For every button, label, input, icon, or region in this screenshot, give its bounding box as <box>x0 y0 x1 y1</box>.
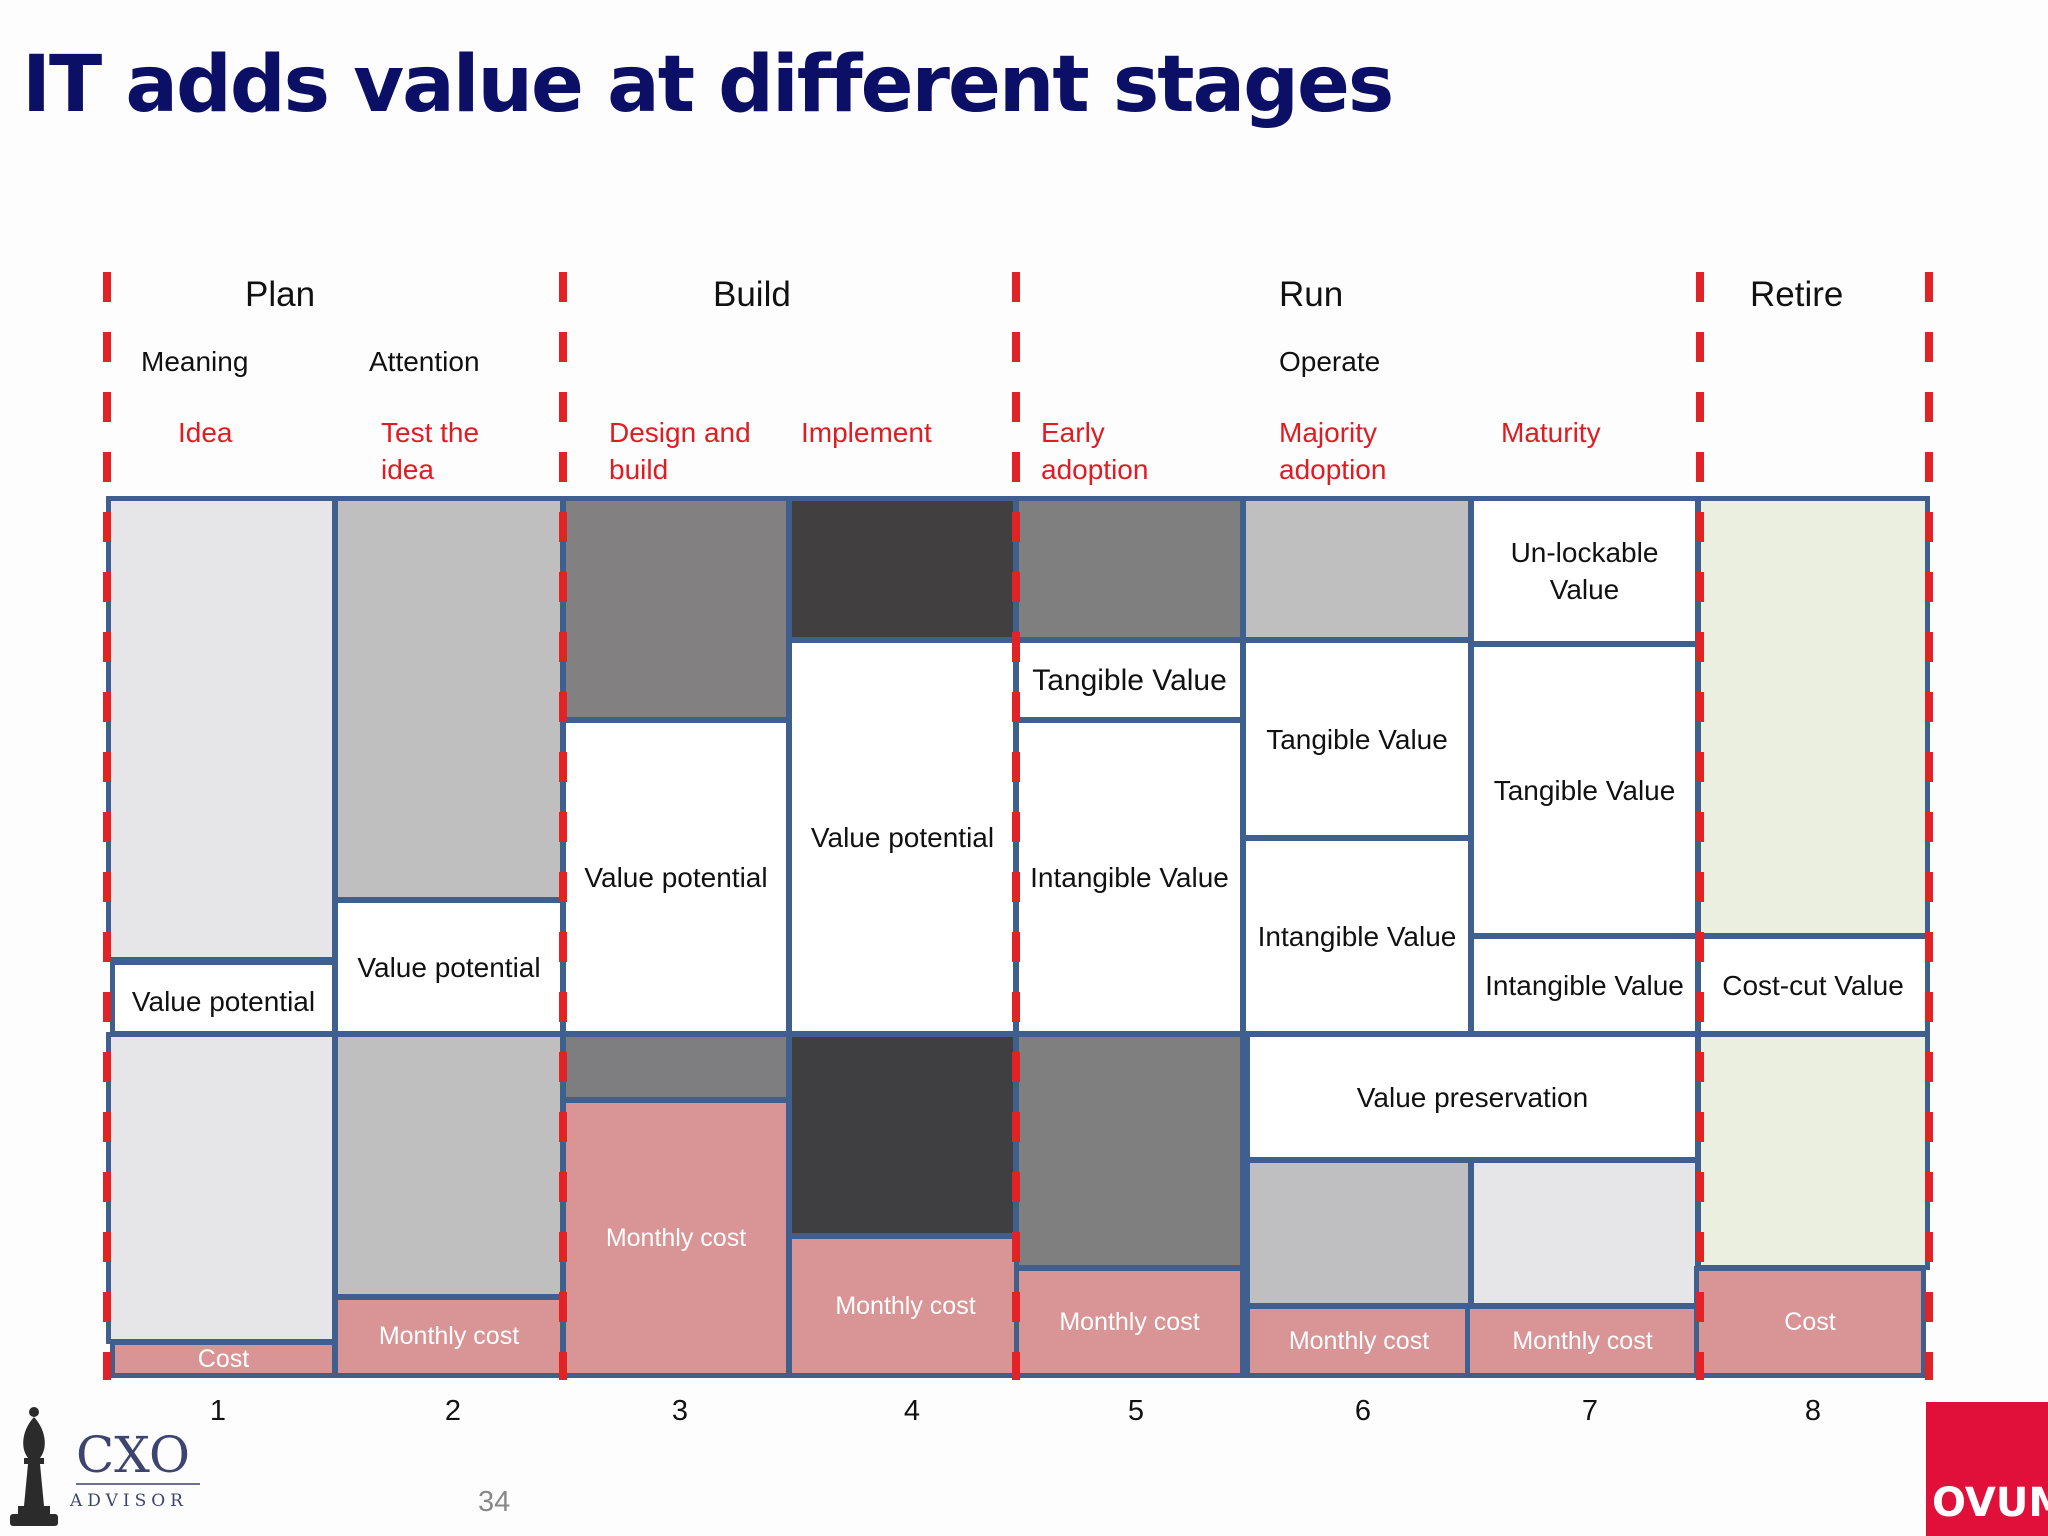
col7-intangible-value: Intangible Value <box>1469 934 1700 1036</box>
column-number-7: 7 <box>1581 1395 1599 1427</box>
column-number-1: 1 <box>209 1395 227 1427</box>
column-number-4: 4 <box>903 1395 921 1427</box>
col5-intangible-value: Intangible Value <box>1014 718 1245 1036</box>
divider-plan-start <box>103 272 111 1380</box>
col6-monthly-cost: Monthly cost <box>1245 1304 1473 1378</box>
col5-tangible-value: Tangible Value <box>1014 638 1245 722</box>
col5-monthly-cost: Monthly cost <box>1014 1266 1245 1378</box>
col2-cost-fill <box>333 1032 565 1299</box>
col2-value-fill <box>333 496 565 902</box>
col7-unlockable-value: Un-lockable Value <box>1469 496 1700 646</box>
col6-tangible-value: Tangible Value <box>1241 638 1473 840</box>
stage-maturity: Maturity <box>1501 417 1601 448</box>
col5-value-fill <box>1014 496 1245 642</box>
col1-value-fill <box>106 496 337 962</box>
slide-title: IT adds value at different stages <box>22 40 1394 130</box>
phase-run: Run <box>1279 275 1344 314</box>
col4-cost-fill <box>787 1032 1018 1238</box>
col2-monthly-cost: Monthly cost <box>333 1295 565 1378</box>
col6-intangible-value: Intangible Value <box>1241 836 1473 1036</box>
col3-value-fill <box>561 496 791 722</box>
phase-build: Build <box>713 275 791 314</box>
stage-design-and-build: Design and build <box>609 417 751 485</box>
phase-retire: Retire <box>1750 275 1844 314</box>
cxo-advisor-logo: CXO ADVISOR <box>10 1407 200 1526</box>
col3-monthly-cost: Monthly cost <box>561 1098 791 1378</box>
col8-cost: Cost <box>1694 1266 1926 1378</box>
col4-value-fill <box>787 496 1018 642</box>
col6-value-fill <box>1241 496 1473 642</box>
stage-test-the-idea: Test the idea <box>381 417 480 485</box>
col4-value-potential: Value potential <box>787 638 1018 1036</box>
stage-majority-adoption: Majority adoption <box>1279 417 1387 485</box>
col1-cost-fill <box>106 1032 337 1344</box>
ovum-logo: OVUM <box>1926 1402 2048 1536</box>
col5-cost-fill <box>1014 1032 1245 1270</box>
column-number-2: 2 <box>444 1395 462 1427</box>
column-number-3: 3 <box>671 1395 689 1427</box>
column-number-6: 6 <box>1354 1395 1372 1427</box>
divider-build-run <box>1012 272 1020 1380</box>
column-number-5: 5 <box>1127 1395 1145 1427</box>
col7-monthly-cost: Monthly cost <box>1465 1304 1700 1378</box>
col4-monthly-cost: Monthly cost <box>787 1234 1024 1378</box>
col7-cost-fill <box>1469 1158 1700 1308</box>
stage-early-adoption: Early adoption <box>1041 417 1149 485</box>
subphase-meaning: Meaning <box>141 346 249 377</box>
column-number-8: 8 <box>1804 1395 1822 1427</box>
page-number: 34 <box>478 1486 511 1518</box>
col3-cost-fill <box>561 1032 791 1102</box>
stage-implement: Implement <box>801 417 932 448</box>
col8-value-fill <box>1696 496 1930 938</box>
subphase-operate: Operate <box>1279 346 1381 377</box>
col7-tangible-value: Tangible Value <box>1469 642 1700 938</box>
subphase-attention: Attention <box>369 346 480 377</box>
col8-cost-fill <box>1696 1032 1930 1270</box>
divider-run-retire <box>1696 272 1704 1380</box>
col1-value-potential: Value potential <box>110 960 337 1036</box>
col8-costcut-value: Cost-cut Value <box>1696 934 1930 1036</box>
col6-7-value-preservation: Value preservation <box>1245 1032 1700 1162</box>
divider-retire-end <box>1925 272 1933 1380</box>
col6-cost-fill <box>1245 1158 1473 1308</box>
col1-cost: Cost <box>110 1340 337 1378</box>
advisor-logo-text: ADVISOR <box>69 1491 188 1511</box>
cxo-logo-text: CXO <box>76 1426 190 1484</box>
stage-idea: Idea <box>178 417 233 448</box>
col3-value-potential: Value potential <box>561 718 791 1036</box>
ovum-logo-text: OVUM <box>1932 1480 2048 1526</box>
col2-value-potential: Value potential <box>333 898 565 1036</box>
divider-plan-build <box>559 272 567 1380</box>
phase-plan: Plan <box>245 275 316 314</box>
